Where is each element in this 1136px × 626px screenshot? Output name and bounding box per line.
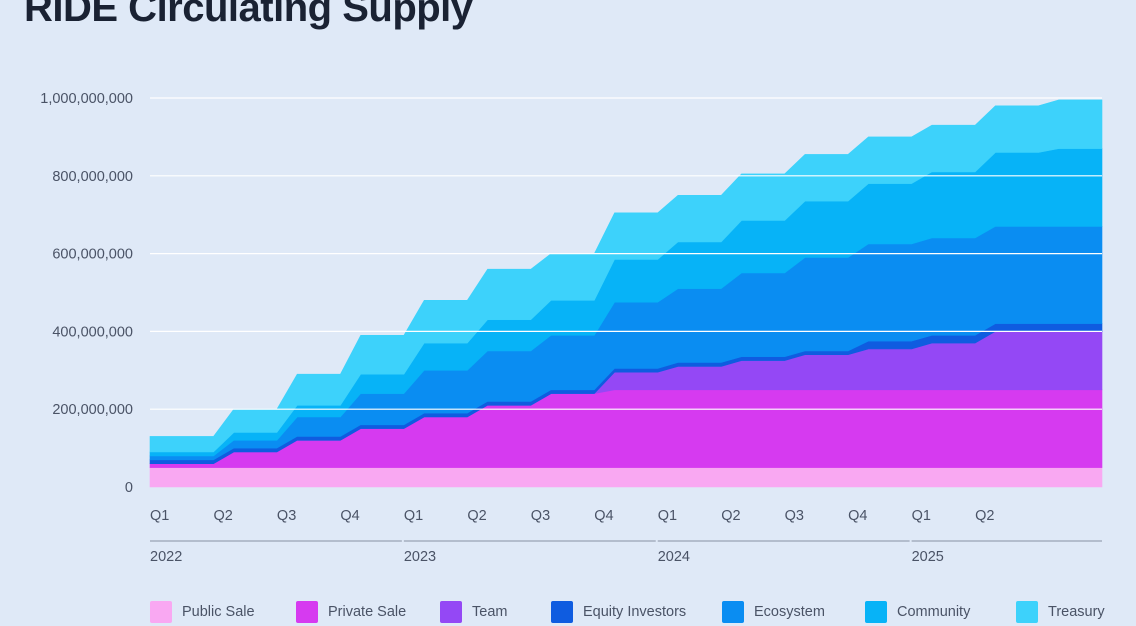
chart-title: RIDE Circulating Supply [24,0,473,30]
x-tick-label: Q3 [531,508,550,524]
x-tick-label: Q2 [721,508,740,524]
y-tick-label: 1,000,000,000 [40,91,133,107]
x-tick-label: Q4 [594,508,613,524]
legend-swatch [865,601,887,623]
legend-label: Ecosystem [754,604,825,620]
legend-swatch [440,601,462,623]
legend-label: Private Sale [328,604,407,620]
x-tick-label: Q1 [150,508,169,524]
y-tick-label: 400,000,000 [52,324,133,340]
legend-item-private-sale: Private Sale [296,600,406,624]
x-tick-label: Q1 [912,508,931,524]
legend-item-public-sale: Public Sale [150,600,255,624]
x-tick-label: Q3 [277,508,296,524]
legend-swatch [551,601,573,623]
year-label: 2023 [404,549,436,565]
area-treasury [149,99,1103,453]
legend-swatch [722,601,744,623]
legend-label: Community [897,604,971,620]
x-tick-label: Q2 [467,508,486,524]
x-tick-label: Q3 [785,508,804,524]
y-tick-label: 0 [125,480,133,496]
legend-item-community: Community [865,600,970,624]
year-label: 2025 [912,549,944,565]
x-tick-label: Q2 [213,508,232,524]
legend-swatch [296,601,318,623]
legend-item-treasury: Treasury [1016,600,1105,624]
legend-item-team: Team [440,600,507,624]
year-label: 2024 [658,549,690,565]
x-tick-label: Q2 [975,508,994,524]
legend-label: Equity Investors [583,604,687,620]
chart-legend: Public Sale Private Sale Team Equity Invest… [150,600,1110,624]
y-tick-label: 600,000,000 [52,247,133,263]
legend-label: Treasury [1048,604,1105,620]
legend-label: Team [472,604,508,620]
y-tick-label: 800,000,000 [52,169,133,185]
x-tick-label: Q1 [658,508,677,524]
y-tick-label: 200,000,000 [52,402,133,418]
area-public-sale [149,467,1103,488]
x-tick-label: Q4 [848,508,867,524]
year-label: 2022 [150,549,182,565]
legend-swatch [150,601,172,623]
legend-label: Public Sale [182,604,255,620]
legend-item-equity-investors: Equity Investors [551,600,686,624]
legend-item-ecosystem: Ecosystem [722,600,825,624]
x-tick-label: Q4 [340,508,359,524]
x-tick-label: Q1 [404,508,423,524]
legend-swatch [1016,601,1038,623]
